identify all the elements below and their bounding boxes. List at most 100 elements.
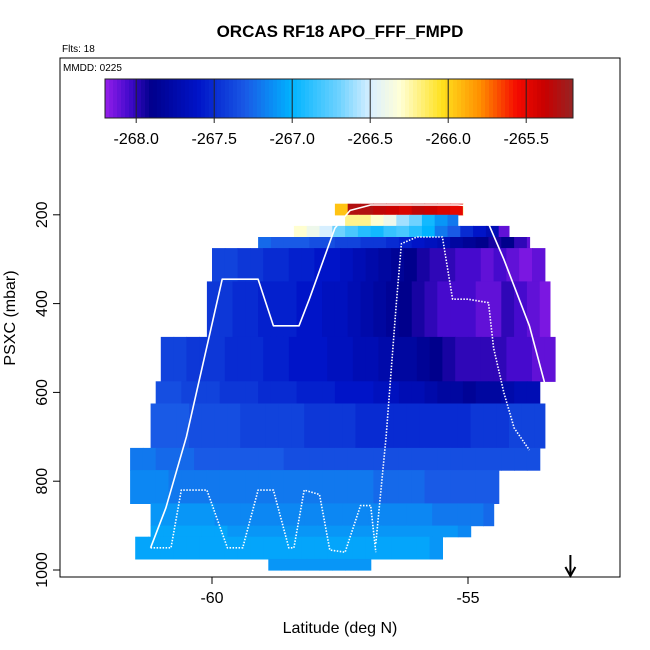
colorbar-segment — [501, 79, 506, 118]
heatmap-cell — [475, 237, 490, 249]
heatmap-cell — [496, 403, 510, 449]
heatmap-cell — [398, 470, 413, 504]
heatmap-cell — [263, 336, 277, 382]
y-tick-label: 400 — [34, 290, 51, 317]
heatmap-cell — [373, 281, 387, 338]
colorbar-segment — [205, 79, 210, 118]
colorbar-segment — [529, 79, 534, 118]
colorbar-segment — [369, 79, 374, 118]
arrow-head — [564, 566, 577, 579]
colorbar-segment — [401, 79, 406, 118]
track-solid — [149, 204, 546, 549]
heatmap-cell — [419, 403, 433, 449]
colorbar-segment — [217, 79, 222, 118]
heatmap-cell — [442, 248, 456, 282]
colorbar-segment — [377, 79, 382, 118]
colorbar-segment — [569, 79, 574, 118]
heatmap-cell — [544, 336, 556, 382]
heatmap-cell — [181, 381, 195, 405]
colorbar-segment — [113, 79, 118, 118]
heatmap-cell — [327, 336, 341, 382]
heatmap-cell — [411, 281, 426, 338]
colorbar-segment — [173, 79, 178, 118]
heatmap-cell — [309, 447, 323, 471]
heatmap-cell — [334, 447, 349, 471]
heatmap-cell — [345, 225, 359, 238]
heatmap-cell — [462, 470, 477, 504]
colorbar-segment — [385, 79, 390, 118]
heatmap-cell — [378, 536, 392, 560]
heatmap-cell — [360, 237, 374, 249]
heatmap-cell — [450, 470, 464, 504]
heatmap-cell — [539, 281, 551, 338]
heatmap-cell — [334, 470, 349, 504]
heatmap-cell — [488, 381, 502, 405]
heatmap-cell — [322, 447, 336, 471]
heatmap-cell — [258, 237, 272, 249]
heatmap-cell — [526, 381, 541, 405]
heatmap-cell — [424, 281, 438, 338]
heatmap-cell — [381, 503, 395, 527]
heatmap-cell — [404, 248, 418, 282]
heatmap-cell — [199, 336, 213, 382]
heatmap-cell — [245, 470, 259, 504]
colorbar-segment — [281, 79, 286, 118]
heatmap-cell — [278, 503, 292, 527]
heatmap-cell — [468, 248, 482, 282]
heatmap-cell — [276, 336, 290, 382]
colorbar-segment — [345, 79, 350, 118]
heatmap-cell — [475, 447, 490, 471]
heatmap-cell — [278, 525, 292, 538]
heatmap-cell — [306, 558, 321, 571]
heatmap-cell — [288, 248, 303, 282]
heatmap-cell — [352, 336, 367, 382]
colorbar-segment — [537, 79, 542, 118]
heatmap-cell — [237, 336, 251, 382]
heatmap-cell — [309, 237, 323, 249]
heatmap-cell — [432, 525, 446, 538]
colorbar-segment — [225, 79, 230, 118]
colorbar-segment — [301, 79, 306, 118]
heatmap-cell — [160, 336, 175, 382]
heatmap-cell — [360, 381, 374, 405]
colorbar-segment — [361, 79, 366, 118]
colorbar-segment — [181, 79, 186, 118]
heatmap-cell — [475, 281, 490, 338]
heatmap-cell — [462, 237, 477, 249]
colorbar-segment — [285, 79, 290, 118]
colorbar-segment — [177, 79, 182, 118]
colorbar-segment — [509, 79, 514, 118]
heatmap-cell — [206, 447, 221, 471]
heatmap-cell — [391, 248, 405, 282]
heatmap-cell — [334, 381, 349, 405]
heatmap-cell — [276, 248, 290, 282]
heatmap-cell — [258, 470, 272, 504]
colorbar-segment — [105, 79, 110, 118]
heatmap-cell — [301, 336, 315, 382]
heatmap-cell — [378, 248, 392, 282]
colorbar-segment — [485, 79, 490, 118]
heatmap-cell — [429, 336, 443, 382]
heatmap-cell — [404, 536, 418, 560]
heatmap-cell — [450, 203, 464, 216]
colorbar-segment — [265, 79, 270, 118]
heatmap-cell — [514, 447, 528, 471]
heatmap-cell — [296, 447, 310, 471]
heatmap-cell — [227, 503, 241, 527]
heatmap-cell — [391, 336, 405, 382]
colorbar-segment — [117, 79, 122, 118]
heatmap-cell — [194, 470, 208, 504]
heatmap-cell — [291, 403, 305, 449]
heatmap-cell — [526, 281, 541, 338]
heatmap-cell — [445, 403, 459, 449]
y-tick-label: 600 — [34, 379, 51, 406]
heatmap-cell — [424, 447, 438, 471]
heatmap-cell — [455, 336, 469, 382]
heatmap-cell — [437, 281, 451, 338]
heatmap-cell — [450, 381, 464, 405]
heatmap-cell — [424, 381, 438, 405]
heatmap-cell — [155, 381, 170, 405]
heatmap-cell — [201, 503, 216, 527]
heatmap-cell — [253, 403, 267, 449]
colorbar-tick-label: -266.5 — [348, 131, 393, 148]
